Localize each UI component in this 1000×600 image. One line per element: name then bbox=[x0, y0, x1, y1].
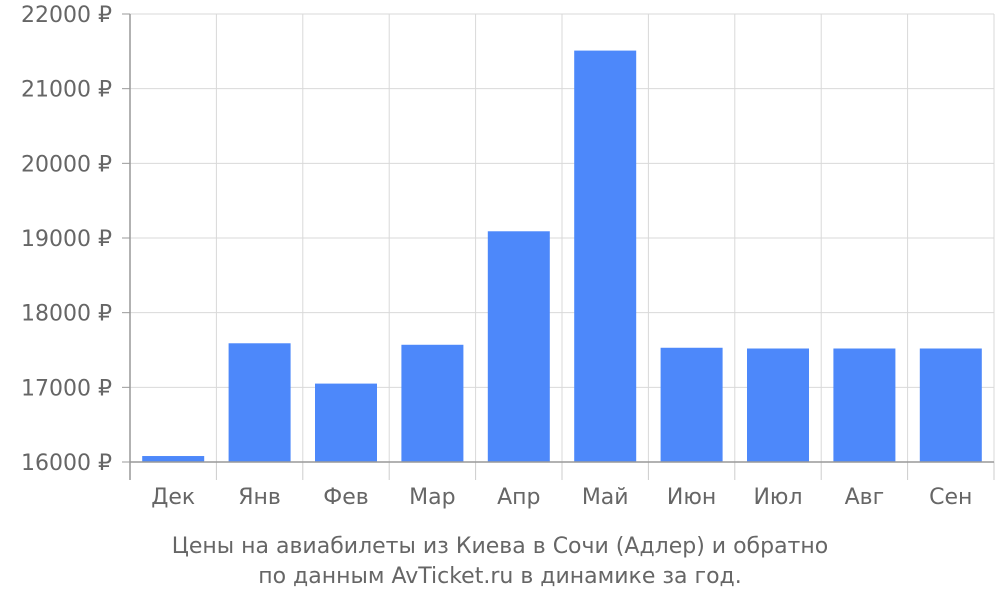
y-tick-label: 20000 ₽ bbox=[21, 152, 112, 177]
bar-Дек bbox=[142, 456, 205, 462]
bar-Янв bbox=[228, 343, 291, 462]
bars bbox=[142, 50, 982, 462]
x-tick-label: Июн bbox=[667, 485, 716, 510]
x-tick-labels: Дек Янв Фев Мар Апр Май Июн Июл Авг Сен bbox=[151, 485, 972, 510]
bar-Фев bbox=[315, 383, 377, 462]
x-tick-label: Авг bbox=[845, 485, 885, 510]
bar-Май bbox=[574, 50, 637, 462]
bar-Июн bbox=[660, 347, 723, 462]
y-tick-label: 16000 ₽ bbox=[21, 451, 112, 476]
bar-Авг bbox=[833, 348, 896, 462]
x-tick-label: Мар bbox=[409, 485, 455, 510]
y-tick-label: 22000 ₽ bbox=[21, 3, 112, 28]
x-tick-label: Дек bbox=[151, 485, 195, 510]
y-tick-label: 21000 ₽ bbox=[21, 78, 112, 103]
x-tick-label: Май bbox=[582, 485, 629, 510]
chart-caption-line-1: Цены на авиабилеты из Киева в Сочи (Адле… bbox=[171, 534, 829, 559]
grid-lines bbox=[130, 13, 995, 463]
x-tick-label: Янв bbox=[238, 485, 281, 510]
axes bbox=[122, 13, 995, 480]
y-tick-label: 18000 ₽ bbox=[21, 302, 112, 327]
y-tick-label: 17000 ₽ bbox=[21, 376, 112, 401]
bar-Апр bbox=[487, 231, 550, 462]
x-tick-label: Фев bbox=[323, 485, 368, 510]
x-tick-label: Июл bbox=[753, 485, 802, 510]
bar-Мар bbox=[401, 344, 464, 462]
x-tick-label: Сен bbox=[929, 485, 972, 510]
bar-Сен bbox=[919, 348, 982, 462]
chart-caption-line-2: по данным AvTicket.ru в динамике за год. bbox=[258, 564, 742, 589]
y-tick-label: 19000 ₽ bbox=[21, 227, 112, 252]
bar-Июл bbox=[747, 348, 809, 462]
y-tick-labels: 16000 ₽ 17000 ₽ 18000 ₽ 19000 ₽ 20000 ₽ 21000… bbox=[21, 3, 112, 476]
x-tick-label: Апр bbox=[497, 485, 540, 510]
